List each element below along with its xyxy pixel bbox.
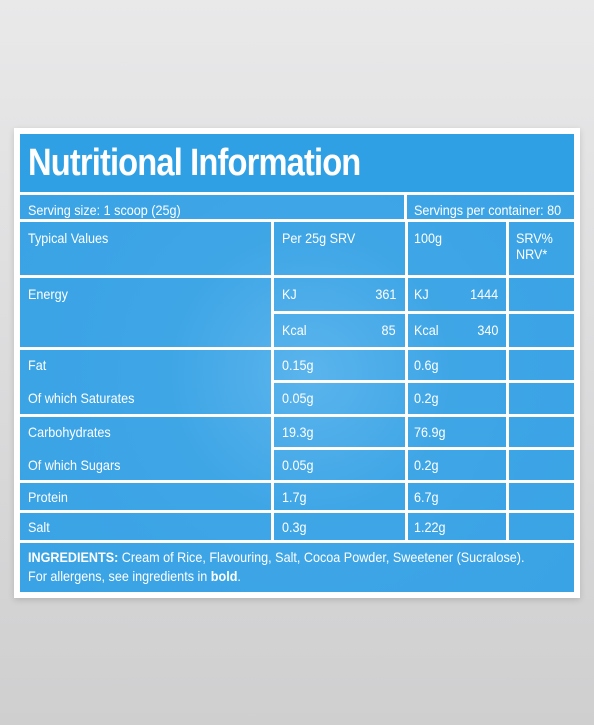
divider — [20, 540, 574, 543]
saturates-per-serving: 0.05g — [282, 390, 314, 406]
ingredients-heading: INGREDIENTS: — [28, 549, 119, 565]
salt-per-100g: 1.22g — [414, 519, 446, 535]
sugars-per-100g: 0.2g — [414, 457, 439, 473]
kj-label-100g: KJ — [414, 286, 429, 302]
nutrition-panel: Nutritional Information Serving size: 1 … — [20, 134, 574, 592]
kcal-per-100g: 340 — [476, 322, 498, 338]
header-srv-nrv: SRV% NRV* — [516, 230, 553, 262]
divider — [506, 219, 509, 543]
title-bar: Nutritional Information — [20, 134, 574, 192]
divider — [20, 275, 574, 278]
salt-per-serving: 0.3g — [282, 519, 307, 535]
kj-label: KJ — [282, 286, 297, 302]
divider — [20, 347, 574, 350]
ingredients-text: INGREDIENTS: Cream of Rice, Flavouring, … — [28, 548, 524, 586]
carbohydrates-per-serving: 19.3g — [282, 424, 314, 440]
ingredients-list: Cream of Rice, Flavouring, Salt, Cocoa P… — [121, 549, 525, 565]
fat-per-serving: 0.15g — [282, 357, 314, 373]
divider — [20, 414, 574, 417]
row-label-carbohydrates: Carbohydrates — [28, 424, 111, 440]
fat-per-100g: 0.6g — [414, 357, 439, 373]
row-label-saturates: Of which Saturates — [28, 390, 135, 406]
row-label-salt: Salt — [28, 519, 50, 535]
protein-per-100g: 6.7g — [414, 489, 439, 505]
kj-per-serving: 361 — [374, 286, 396, 302]
divider — [405, 219, 408, 543]
divider — [20, 510, 574, 513]
kcal-per-serving: 85 — [381, 322, 396, 338]
divider — [404, 192, 407, 222]
serving-size: Serving size: 1 scoop (25g) — [28, 202, 181, 218]
row-label-protein: Protein — [28, 489, 68, 505]
row-label-sugars: Of which Sugars — [28, 457, 121, 473]
carbohydrates-per-100g: 76.9g — [414, 424, 446, 440]
protein-per-serving: 1.7g — [282, 489, 307, 505]
panel-title: Nutritional Information — [28, 142, 361, 184]
saturates-per-100g: 0.2g — [414, 390, 439, 406]
servings-per-container: Servings per container: 80 — [414, 202, 562, 218]
divider — [271, 447, 574, 450]
divider — [20, 219, 574, 222]
allergen-prefix: For allergens, see ingredients in — [28, 568, 211, 584]
ingredients-line: INGREDIENTS: Cream of Rice, Flavouring, … — [28, 548, 524, 567]
divider — [271, 219, 274, 543]
allergen-bold: bold — [210, 568, 238, 584]
header-per-100g: 100g — [414, 230, 443, 246]
kcal-label: Kcal — [282, 322, 307, 338]
divider — [271, 311, 574, 314]
kcal-label-100g: Kcal — [414, 322, 439, 338]
header-typical-values: Typical Values — [28, 230, 109, 246]
nutrition-label: Nutritional Information Serving size: 1 … — [14, 128, 580, 598]
allergen-note: For allergens, see ingredients in bold. — [28, 567, 514, 586]
divider — [20, 192, 574, 195]
divider — [20, 480, 574, 483]
row-label-fat: Fat — [28, 357, 47, 373]
energy-label: Energy — [28, 286, 68, 302]
sugars-per-serving: 0.05g — [282, 457, 314, 473]
kj-per-100g: 1444 — [469, 286, 498, 302]
allergen-suffix: . — [237, 568, 241, 584]
header-per-serving: Per 25g SRV — [282, 230, 356, 246]
divider — [271, 380, 574, 383]
